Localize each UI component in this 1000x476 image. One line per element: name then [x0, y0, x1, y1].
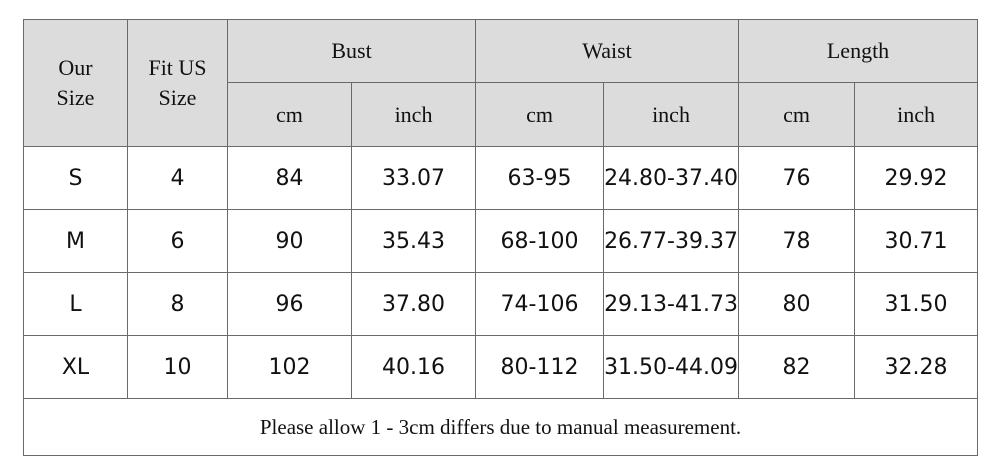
header-cell: Bust — [226, 19, 477, 83]
unit-cell: inch — [350, 82, 477, 147]
table-cell: 78 — [738, 209, 856, 273]
unit-cell: cm — [227, 82, 352, 147]
table-cell: 68-100 — [475, 209, 605, 273]
table-cell: 33.07 — [350, 146, 477, 210]
table-row: XL 10 102 40.16 80-112 31.50-44.09 82 32.28 — [23, 335, 979, 399]
table-cell: L — [23, 272, 128, 336]
table-cell: 6 — [127, 209, 228, 273]
table-cell: 90 — [227, 209, 352, 273]
table-row: S 4 84 33.07 63-95 24.80-37.40 76 29.92 — [23, 146, 979, 210]
table-cell: 80 — [738, 272, 856, 336]
header-cell: Fit US Size — [127, 19, 228, 147]
table-cell: XL — [23, 335, 128, 399]
table-cell: 29.92 — [854, 146, 979, 210]
header-cell: Length — [738, 19, 979, 83]
table-cell: M — [23, 209, 128, 273]
table-row: L 8 96 37.80 74-106 29.13-41.73 80 31.50 — [23, 272, 979, 336]
table-cell: 10 — [127, 335, 228, 399]
table-cell: 26.77-39.37 — [603, 209, 740, 273]
unit-cell: cm — [738, 82, 856, 147]
table-cell: 80-112 — [475, 335, 605, 399]
table-cell: 24.80-37.40 — [603, 146, 740, 210]
unit-cell: inch — [854, 82, 979, 147]
unit-cell: cm — [475, 82, 605, 147]
header-cell: Our Size — [23, 19, 128, 147]
table-cell: 74-106 — [475, 272, 605, 336]
table-cell: 4 — [127, 146, 228, 210]
size-table: Our Size Fit US Size Bust Waist Length c… — [22, 19, 979, 456]
table-cell: 31.50 — [854, 272, 979, 336]
table-cell: 84 — [227, 146, 352, 210]
table-row: M 6 90 35.43 68-100 26.77-39.37 78 30.71 — [23, 209, 979, 273]
table-cell: 76 — [738, 146, 856, 210]
table-cell: 82 — [738, 335, 856, 399]
table-cell: 29.13-41.73 — [603, 272, 740, 336]
header-cell: Waist — [475, 19, 740, 83]
table-cell: 40.16 — [350, 335, 477, 399]
table-cell: 31.50-44.09 — [603, 335, 740, 399]
table-cell: 96 — [227, 272, 352, 336]
table-cell: 35.43 — [350, 209, 477, 273]
table-cell: 102 — [227, 335, 352, 399]
table-cell: 63-95 — [475, 146, 605, 210]
table-cell: S — [23, 146, 128, 210]
table-cell: 37.80 — [350, 272, 477, 336]
note: Please allow 1 - 3cm differs due to manu… — [22, 398, 979, 456]
table-cell: 30.71 — [854, 209, 979, 273]
table-cell: 8 — [127, 272, 228, 336]
table-cell: 32.28 — [854, 335, 979, 399]
unit-cell: inch — [603, 82, 740, 147]
